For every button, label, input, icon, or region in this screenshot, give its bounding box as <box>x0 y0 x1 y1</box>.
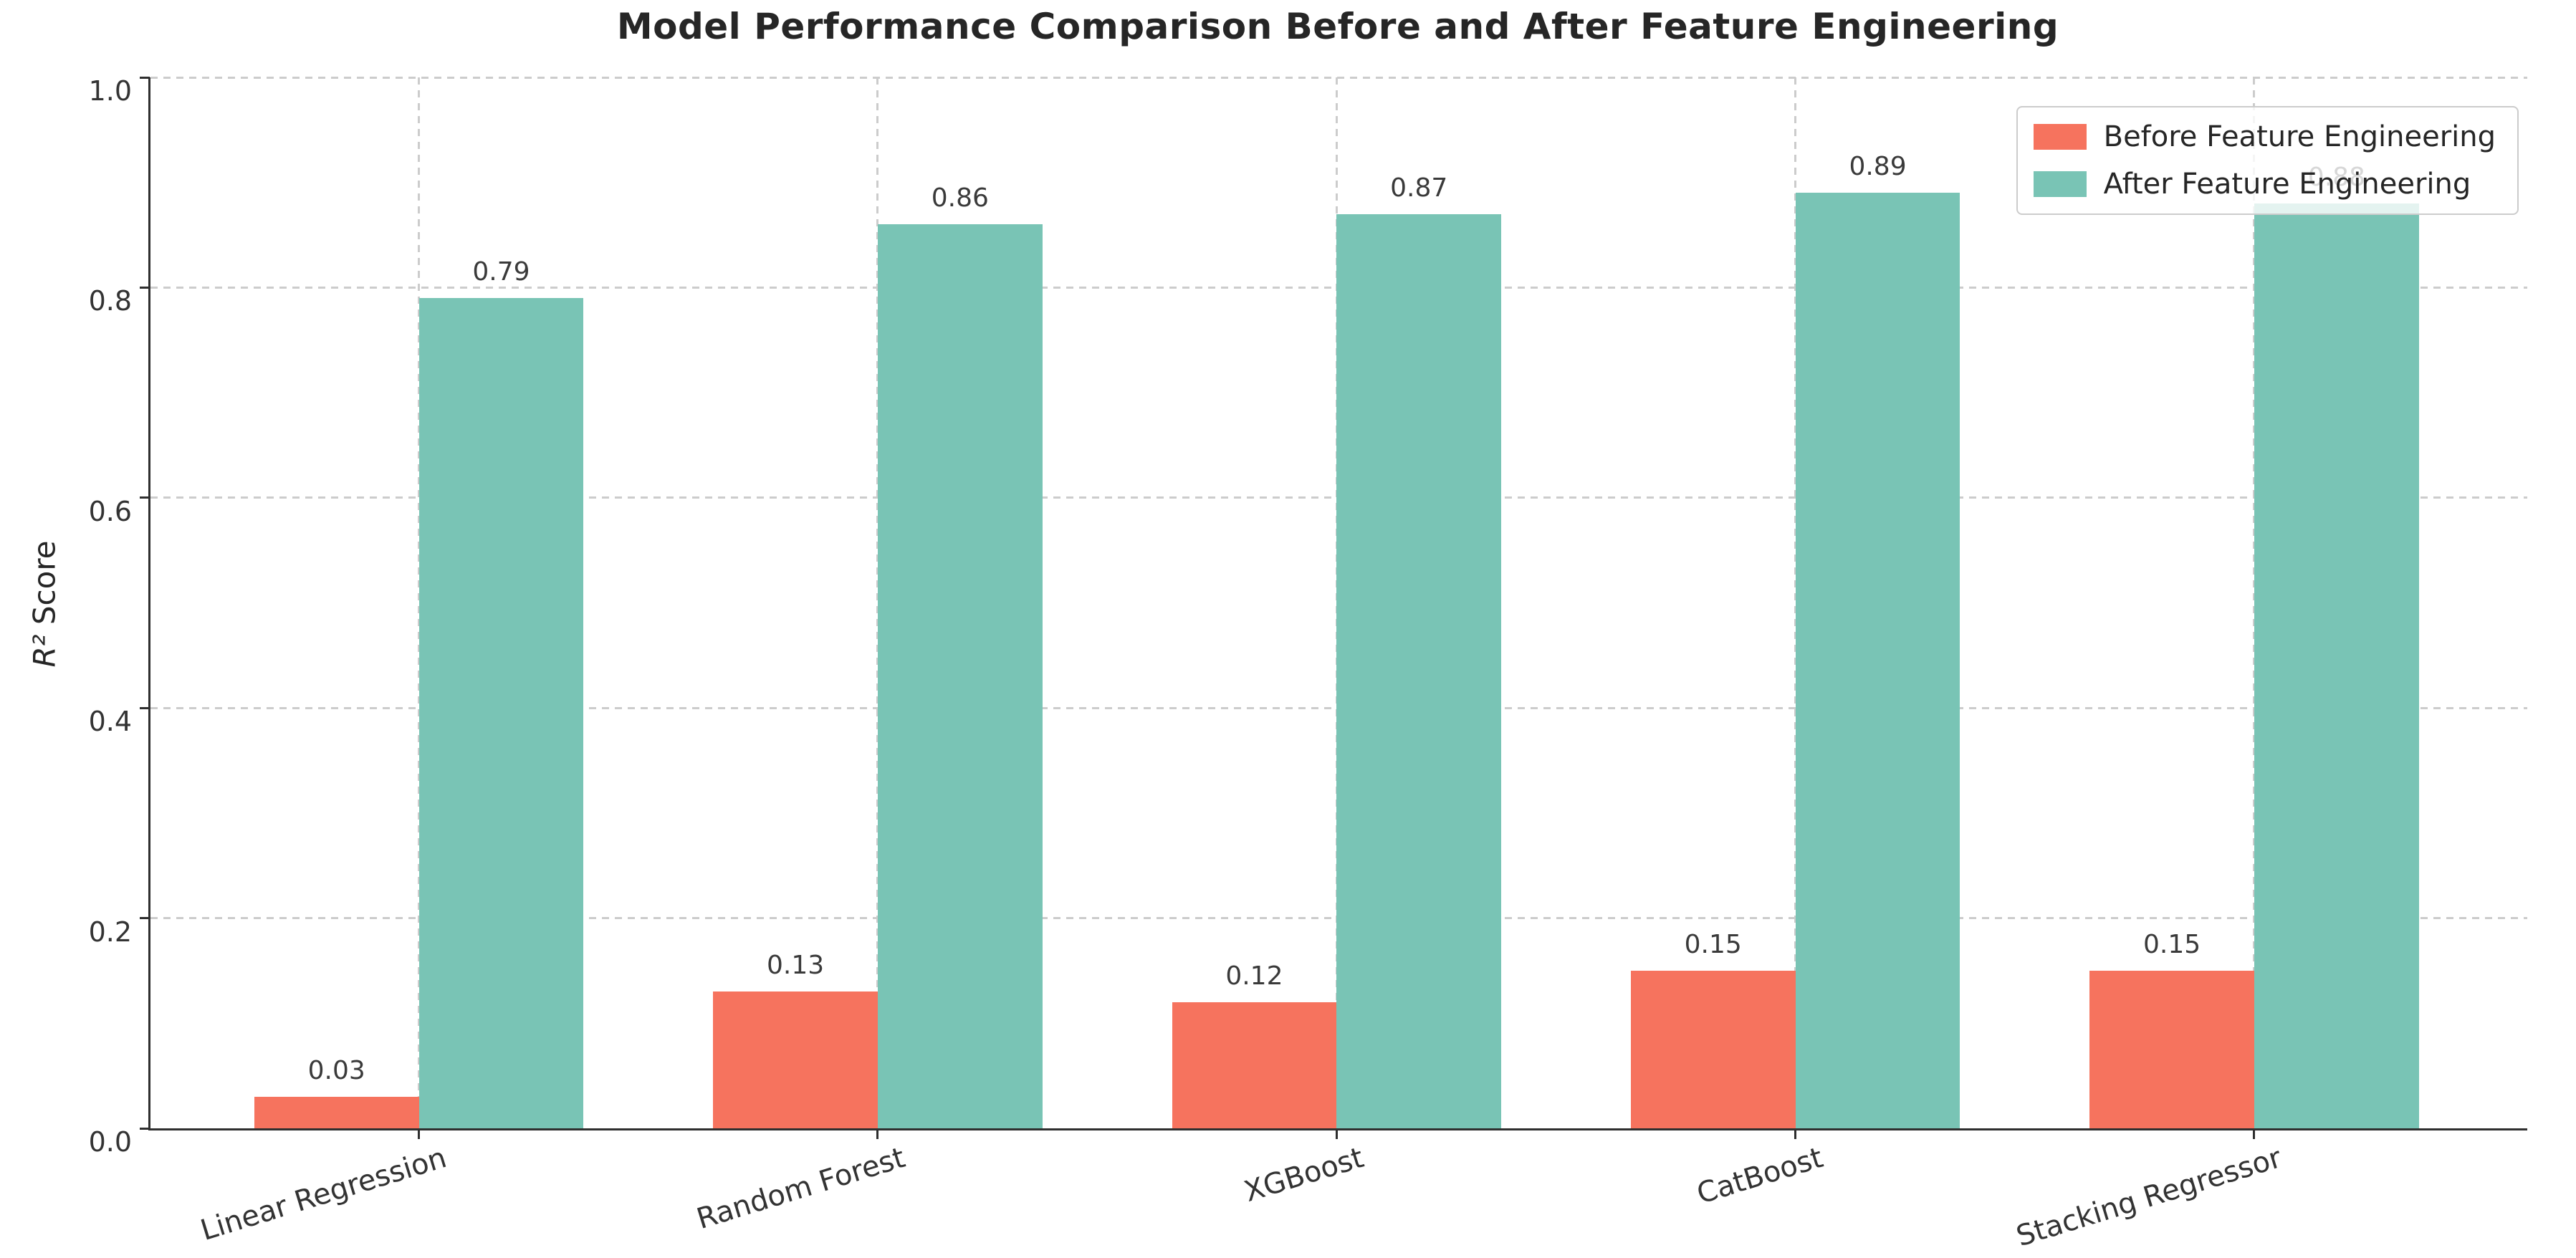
x-tick-mark-4 <box>2253 1129 2256 1139</box>
bar-value-label-before-random-forest: 0.13 <box>766 951 825 981</box>
legend-entry-after: After Feature Engineering <box>2033 168 2496 201</box>
y-axis-title-rest: Score <box>27 540 62 635</box>
h-gridline-1.0 <box>150 76 2527 79</box>
x-tick-mark-0 <box>418 1129 421 1139</box>
x-tick-label-catboost: CatBoost <box>1692 1141 1827 1211</box>
y-tick-mark-0.8 <box>140 286 150 289</box>
bar-after-random-forest <box>877 224 1043 1128</box>
y-tick-mark-0.0 <box>140 1127 150 1130</box>
bar-value-label-after-random-forest: 0.86 <box>931 183 989 213</box>
legend-swatch-before-icon <box>2033 124 2087 150</box>
y-tick-label-1.0: 1.0 <box>88 75 132 107</box>
legend-label-after: After Feature Engineering <box>2103 168 2471 201</box>
x-tick-label-xgboost: XGBoost <box>1240 1141 1368 1209</box>
bar-value-label-after-xgboost: 0.87 <box>1390 173 1448 203</box>
y-axis-title: R² Score <box>27 540 62 667</box>
bar-after-linear-regression <box>418 298 584 1128</box>
y-axis-title-math: R² <box>27 634 62 668</box>
bar-value-label-before-catboost: 0.15 <box>1684 929 1742 959</box>
y-tick-mark-0.4 <box>140 706 150 709</box>
legend-entry-before: Before Feature Engineering <box>2033 120 2496 153</box>
y-tick-label-0.2: 0.2 <box>88 916 132 948</box>
x-tick-label-stacking-regressor: Stacking Regressor <box>2012 1141 2286 1254</box>
bar-value-label-after-linear-regression: 0.79 <box>472 257 530 287</box>
bar-before-xgboost <box>1172 1002 1337 1128</box>
x-tick-label-random-forest: Random Forest <box>693 1141 909 1237</box>
bar-value-label-before-xgboost: 0.12 <box>1225 961 1283 991</box>
bar-value-label-before-linear-regression: 0.03 <box>307 1056 365 1085</box>
y-tick-label-0.8: 0.8 <box>88 285 132 317</box>
y-tick-mark-0.6 <box>140 496 150 499</box>
x-tick-mark-3 <box>1794 1129 1797 1139</box>
legend: Before Feature Engineering After Feature… <box>2016 106 2519 215</box>
y-tick-mark-0.2 <box>140 917 150 920</box>
y-tick-label-0.6: 0.6 <box>88 495 132 527</box>
y-tick-label-0.0: 0.0 <box>88 1126 132 1158</box>
x-tick-mark-1 <box>876 1129 879 1139</box>
legend-swatch-after-icon <box>2033 171 2087 197</box>
chart-title: Model Performance Comparison Before and … <box>616 6 2059 47</box>
bar-after-stacking-regressor <box>2254 203 2419 1128</box>
bar-after-xgboost <box>1336 213 1502 1128</box>
y-tick-label-0.4: 0.4 <box>88 706 132 738</box>
bar-after-catboost <box>1795 193 1960 1128</box>
bar-before-random-forest <box>713 991 878 1128</box>
x-tick-label-linear-regression: Linear Regression <box>196 1141 451 1248</box>
bar-value-label-after-catboost: 0.89 <box>1849 152 1907 182</box>
plot-area: 0.0 0.2 0.4 0.6 0.8 1.0 Linear Regression Rand… <box>89 75 2527 1253</box>
legend-label-before: Before Feature Engineering <box>2103 120 2496 153</box>
bar-before-linear-regression <box>254 1097 419 1128</box>
bar-before-catboost <box>1630 970 1796 1128</box>
y-tick-mark-1.0 <box>140 76 150 79</box>
bar-before-stacking-regressor <box>2089 970 2254 1128</box>
x-tick-mark-2 <box>1335 1129 1338 1139</box>
bar-value-label-before-stacking-regressor: 0.15 <box>2143 929 2201 959</box>
